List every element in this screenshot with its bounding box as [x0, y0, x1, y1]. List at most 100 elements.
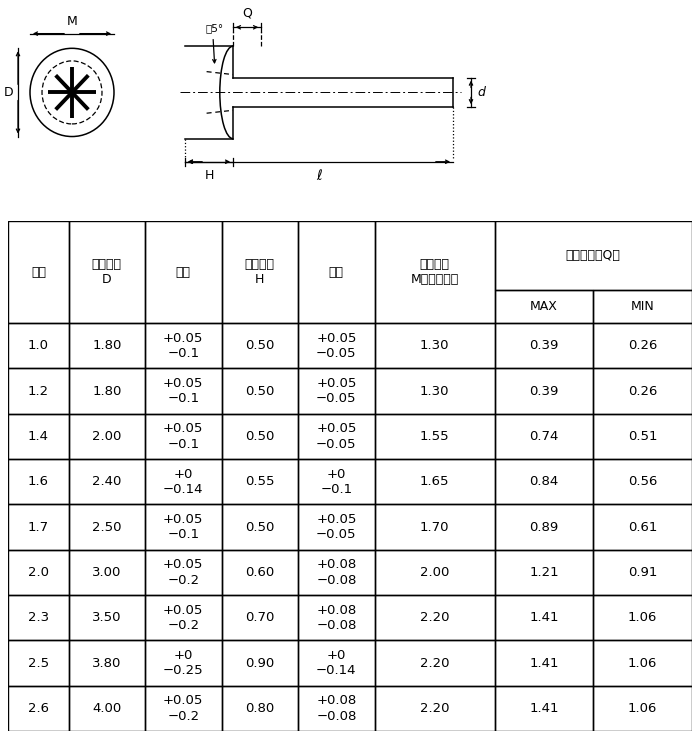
Bar — [8, 221, 69, 323]
Text: 2.20: 2.20 — [420, 657, 449, 670]
Bar — [69, 685, 145, 731]
Text: 1.30: 1.30 — [420, 385, 449, 397]
Bar — [69, 459, 145, 504]
Text: 2.20: 2.20 — [420, 702, 449, 715]
Text: 2.50: 2.50 — [92, 520, 122, 534]
Text: 0.50: 0.50 — [245, 339, 274, 352]
Text: +0
−0.14: +0 −0.14 — [316, 649, 356, 677]
Bar — [593, 685, 692, 731]
Bar — [145, 323, 222, 368]
Text: 0.84: 0.84 — [529, 475, 559, 489]
Text: +0.08
−0.08: +0.08 −0.08 — [316, 558, 356, 587]
Text: 頭部外径
D: 頭部外径 D — [92, 258, 122, 287]
Bar — [8, 595, 69, 640]
Text: 0.55: 0.55 — [245, 475, 274, 489]
Bar — [8, 323, 69, 368]
Text: 2.00: 2.00 — [92, 430, 122, 443]
Bar — [495, 290, 593, 323]
Text: 0.50: 0.50 — [245, 385, 274, 397]
Bar — [69, 413, 145, 459]
Bar — [374, 595, 495, 640]
Text: 1.55: 1.55 — [420, 430, 449, 443]
Text: +0.05
−0.2: +0.05 −0.2 — [163, 558, 204, 587]
Bar — [298, 504, 374, 550]
Text: +0.08
−0.08: +0.08 −0.08 — [316, 604, 356, 632]
Bar — [8, 459, 69, 504]
Text: 2.40: 2.40 — [92, 475, 122, 489]
Text: 1.06: 1.06 — [628, 611, 657, 624]
Bar — [593, 290, 692, 323]
Text: 0.39: 0.39 — [529, 339, 559, 352]
Bar — [222, 221, 298, 323]
Bar — [593, 323, 692, 368]
Text: M: M — [66, 15, 78, 28]
Text: 1.70: 1.70 — [420, 520, 449, 534]
Bar — [69, 221, 145, 323]
Text: 2.3: 2.3 — [28, 611, 49, 624]
Text: +0.05
−0.05: +0.05 −0.05 — [316, 377, 356, 405]
Text: 0.50: 0.50 — [245, 520, 274, 534]
Bar — [222, 459, 298, 504]
Text: 2.00: 2.00 — [420, 566, 449, 579]
Text: 1.0: 1.0 — [28, 339, 49, 352]
Text: 1.7: 1.7 — [28, 520, 49, 534]
Bar — [593, 550, 692, 595]
Bar — [69, 550, 145, 595]
Text: +0
−0.14: +0 −0.14 — [163, 467, 204, 496]
Text: 十字穴深さQ寸: 十字穴深さQ寸 — [566, 249, 621, 262]
Text: 0.26: 0.26 — [628, 339, 657, 352]
Text: +0.05
−0.2: +0.05 −0.2 — [163, 694, 204, 723]
Text: 0.80: 0.80 — [245, 702, 274, 715]
Text: 3.00: 3.00 — [92, 566, 122, 579]
Text: 3.80: 3.80 — [92, 657, 122, 670]
Text: 公差: 公差 — [329, 265, 344, 279]
Bar — [222, 550, 298, 595]
Text: 1.41: 1.41 — [529, 611, 559, 624]
Text: 1.4: 1.4 — [28, 430, 49, 443]
Bar — [298, 413, 374, 459]
Text: 2.6: 2.6 — [28, 702, 49, 715]
Bar — [69, 640, 145, 685]
Bar — [222, 640, 298, 685]
Bar — [298, 550, 374, 595]
Bar — [374, 459, 495, 504]
Text: MIN: MIN — [631, 300, 655, 313]
Text: +0
−0.25: +0 −0.25 — [163, 649, 204, 677]
Text: +0.05
−0.05: +0.05 −0.05 — [316, 332, 356, 360]
Text: +0
−0.1: +0 −0.1 — [321, 467, 352, 496]
Text: 0.70: 0.70 — [245, 611, 274, 624]
Bar — [8, 368, 69, 413]
Bar — [495, 595, 593, 640]
Bar — [145, 595, 222, 640]
Bar — [374, 221, 495, 323]
Text: +0.05
−0.1: +0.05 −0.1 — [163, 422, 204, 451]
Text: Q: Q — [242, 7, 252, 20]
Text: 公差: 公差 — [176, 265, 191, 279]
Text: 1.80: 1.80 — [92, 339, 122, 352]
Bar — [298, 368, 374, 413]
Bar — [495, 413, 593, 459]
Text: 1.2: 1.2 — [28, 385, 49, 397]
Text: +0.05
−0.1: +0.05 −0.1 — [163, 332, 204, 360]
Bar — [222, 595, 298, 640]
Bar — [145, 413, 222, 459]
Bar — [593, 640, 692, 685]
Bar — [69, 368, 145, 413]
Bar — [298, 595, 374, 640]
Text: +0.05
−0.1: +0.05 −0.1 — [163, 513, 204, 542]
Bar — [298, 459, 374, 504]
Bar — [374, 640, 495, 685]
Text: 1.6: 1.6 — [28, 475, 49, 489]
Bar — [145, 221, 222, 323]
Text: 1.80: 1.80 — [92, 385, 122, 397]
Text: +0.08
−0.08: +0.08 −0.08 — [316, 694, 356, 723]
Text: 0.89: 0.89 — [529, 520, 559, 534]
Bar — [222, 368, 298, 413]
Text: 頭部高さ
H: 頭部高さ H — [245, 258, 275, 287]
Text: +0.05
−0.05: +0.05 −0.05 — [316, 422, 356, 451]
Text: 2.0: 2.0 — [28, 566, 49, 579]
Text: 2.5: 2.5 — [28, 657, 49, 670]
Text: 十字穴幅
M寸　参考値: 十字穴幅 M寸 参考値 — [411, 258, 458, 287]
Text: 0.91: 0.91 — [628, 566, 657, 579]
Bar — [374, 413, 495, 459]
